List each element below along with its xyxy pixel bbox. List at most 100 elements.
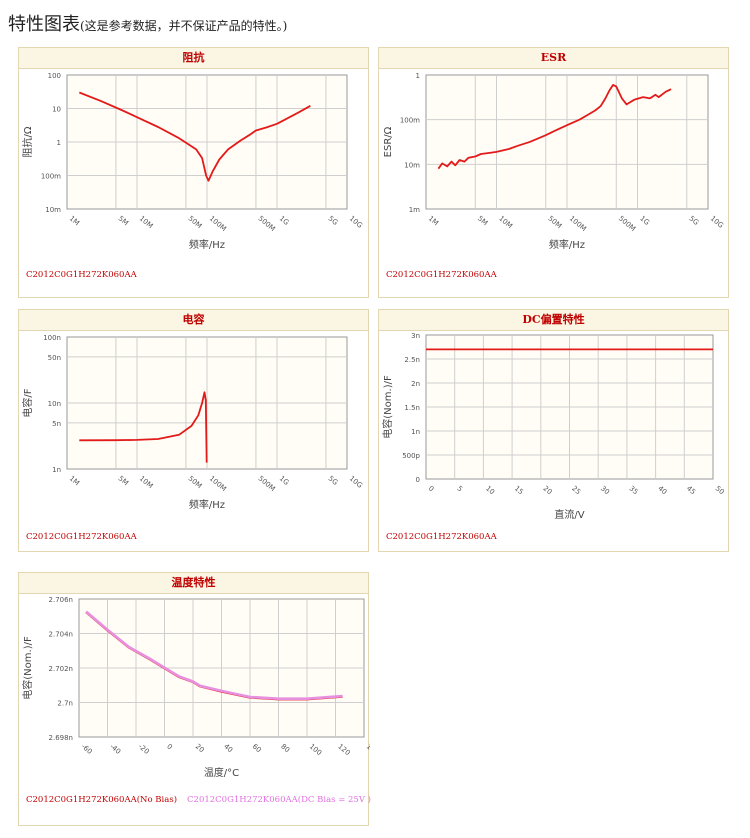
y-tick-label: 2.698n bbox=[49, 734, 73, 742]
x-tick-label: 1G bbox=[278, 214, 291, 226]
impedance-chart-title: 阻抗 bbox=[19, 48, 368, 69]
caption-part-number: C2012C0G1H272K060AA bbox=[386, 270, 497, 280]
x-tick-label: 120 bbox=[336, 742, 351, 757]
y-tick-label: 1.5n bbox=[404, 404, 420, 412]
x-tick-label: 1G bbox=[638, 214, 651, 226]
x-tick-label: 20 bbox=[542, 484, 554, 496]
x-tick-label: 10M bbox=[138, 474, 155, 490]
x-axis-label: 温度/°C bbox=[204, 766, 239, 779]
x-tick-label: 80 bbox=[279, 742, 291, 754]
page-title: 特性图表 bbox=[8, 14, 80, 35]
x-axis-label: 频率/Hz bbox=[189, 238, 225, 251]
y-axis-label: 电容(Nom.)/F bbox=[381, 375, 394, 439]
esr-chart-title: ESR bbox=[379, 48, 728, 69]
temperature-chart-caption: C2012C0G1H272K060AA(No Bias) C2012C0G1H27… bbox=[26, 795, 371, 805]
x-tick-label: 10M bbox=[138, 214, 155, 230]
y-tick-label: 2.702n bbox=[49, 665, 73, 673]
y-tick-label: 10m bbox=[404, 161, 420, 169]
x-tick-label: 5M bbox=[117, 214, 130, 227]
y-tick-label: 100m bbox=[41, 173, 61, 181]
y-tick-label: 1n bbox=[52, 466, 61, 474]
temperature-chart: -60 -40 -20 0 20 40 60 80 100 120 140 2.698n 2.7n 2.7… bbox=[21, 596, 370, 779]
caption-no-bias: C2012C0G1H272K060AA(No Bias) bbox=[26, 795, 178, 805]
x-tick-label: 15 bbox=[513, 484, 525, 496]
x-tick-label: 10G bbox=[348, 474, 364, 489]
dc-bias-chart-caption: C2012C0G1H272K060AA bbox=[386, 532, 497, 542]
y-tick-label: 2.5n bbox=[404, 356, 420, 364]
x-tick-label: 100M bbox=[208, 214, 228, 233]
dc-bias-chart-panel: DC偏置特性 0 5 10 15 20 25 30 35 40 45 50 0 500p 1n 1.5n 2n… bbox=[378, 309, 729, 552]
x-tick-label: 0 bbox=[427, 484, 436, 493]
x-tick-label: 10 bbox=[484, 484, 496, 496]
x-tick-label: 1M bbox=[68, 474, 81, 487]
x-tick-label: 500M bbox=[257, 474, 277, 493]
y-tick-label: 50n bbox=[48, 354, 61, 362]
x-tick-label: 5G bbox=[327, 474, 340, 486]
capacitance-chart-caption: C2012C0G1H272K060AA bbox=[26, 532, 137, 542]
y-tick-label: 1n bbox=[411, 428, 420, 436]
y-tick-label: 10m bbox=[45, 206, 61, 214]
x-tick-label: 5M bbox=[476, 214, 489, 227]
x-tick-label: 140 bbox=[365, 742, 370, 757]
x-tick-label: 1M bbox=[427, 214, 440, 227]
y-tick-label: 5n bbox=[52, 420, 61, 428]
y-tick-label: 10 bbox=[52, 106, 61, 114]
y-tick-label: 1 bbox=[416, 72, 420, 80]
x-tick-label: 40 bbox=[656, 484, 668, 496]
page-heading: 特性图表(这是参考数据，并不保证产品的特性。) bbox=[8, 10, 287, 36]
x-tick-label: 35 bbox=[628, 484, 640, 496]
page-subtitle: (这是参考数据，并不保证产品的特性。) bbox=[80, 19, 288, 33]
y-tick-label: 2n bbox=[411, 380, 420, 388]
y-tick-label: 0 bbox=[416, 476, 420, 484]
impedance-chart-caption: C2012C0G1H272K060AA bbox=[26, 270, 137, 280]
x-tick-label: 1M bbox=[68, 214, 81, 227]
temperature-chart-title: 温度特性 bbox=[19, 573, 368, 594]
y-axis-label: 电容(Nom.)/F bbox=[21, 636, 34, 700]
series-line bbox=[79, 391, 208, 463]
x-tick-label: 1G bbox=[278, 474, 291, 486]
x-tick-label: 40 bbox=[222, 742, 234, 754]
y-tick-label: 3n bbox=[411, 332, 420, 340]
y-tick-label: 100 bbox=[48, 72, 61, 80]
x-axis-label: 频率/Hz bbox=[549, 238, 585, 251]
x-tick-label: 50M bbox=[187, 214, 204, 230]
y-axis-label: 电容/F bbox=[21, 388, 34, 417]
y-tick-label: 2.704n bbox=[49, 631, 73, 639]
temperature-chart-panel: 温度特性 -60 -40 -20 0 20 40 60 80 100 120 140 2.698n 2.… bbox=[18, 572, 371, 826]
x-tick-label: 50M bbox=[546, 214, 563, 230]
x-tick-label: 20 bbox=[194, 742, 206, 754]
caption-part-number: C2012C0G1H272K060AA bbox=[26, 270, 137, 280]
x-tick-label: 10G bbox=[709, 214, 725, 229]
x-tick-label: 10M bbox=[497, 214, 514, 230]
dc-bias-chart: 0 5 10 15 20 25 30 35 40 45 50 0 500p 1n 1.5n 2n 2.5n 3n 直… bbox=[381, 332, 726, 521]
x-axis-label: 直流/V bbox=[554, 508, 584, 521]
caption-part-number: C2012C0G1H272K060AA bbox=[386, 532, 497, 542]
x-tick-label: 0 bbox=[165, 742, 174, 751]
series-line bbox=[85, 610, 343, 700]
x-tick-label: 100M bbox=[568, 214, 588, 233]
x-tick-label: -40 bbox=[108, 742, 122, 755]
x-tick-label: 60 bbox=[251, 742, 263, 754]
series-line bbox=[437, 84, 672, 170]
x-axis-label: 频率/Hz bbox=[189, 498, 225, 511]
y-tick-label: 2.7n bbox=[57, 700, 73, 708]
x-tick-label: -20 bbox=[137, 742, 151, 755]
x-tick-label: 5G bbox=[687, 214, 700, 226]
impedance-chart: 1M 5M 10M 50M 100M 500M 1G 5G 10G 10m 100m 1 10 100 频率… bbox=[21, 72, 364, 251]
caption-part-number: C2012C0G1H272K060AA bbox=[26, 532, 137, 542]
x-tick-label: 45 bbox=[685, 484, 697, 496]
impedance-chart-panel: 阻抗 1M 5M 10M 50M 100M 500M 1G 5G 10G 10m 100m 1 10 10… bbox=[18, 47, 369, 298]
y-tick-label: 100m bbox=[400, 117, 420, 125]
x-tick-label: 5M bbox=[117, 474, 130, 487]
x-tick-label: 500M bbox=[617, 214, 637, 233]
esr-chart-caption: C2012C0G1H272K060AA bbox=[386, 270, 497, 280]
esr-chart-panel: ESR 1M 5M 10M 50M 100M 500M 1G 5G 10G 1m 10m 100m 1 频… bbox=[378, 47, 729, 298]
x-tick-label: 50M bbox=[187, 474, 204, 490]
y-tick-label: 1m bbox=[409, 206, 420, 214]
y-tick-label: 100n bbox=[43, 334, 61, 342]
capacitance-chart-panel: 电容 1M 5M 10M 50M 100M 500M 1G 5G 10G 1n 5n 10n 50n 10… bbox=[18, 309, 369, 552]
x-tick-label: -60 bbox=[80, 742, 94, 755]
x-tick-label: 30 bbox=[599, 484, 611, 496]
y-tick-label: 500p bbox=[402, 452, 420, 460]
y-tick-label: 10n bbox=[48, 400, 61, 408]
